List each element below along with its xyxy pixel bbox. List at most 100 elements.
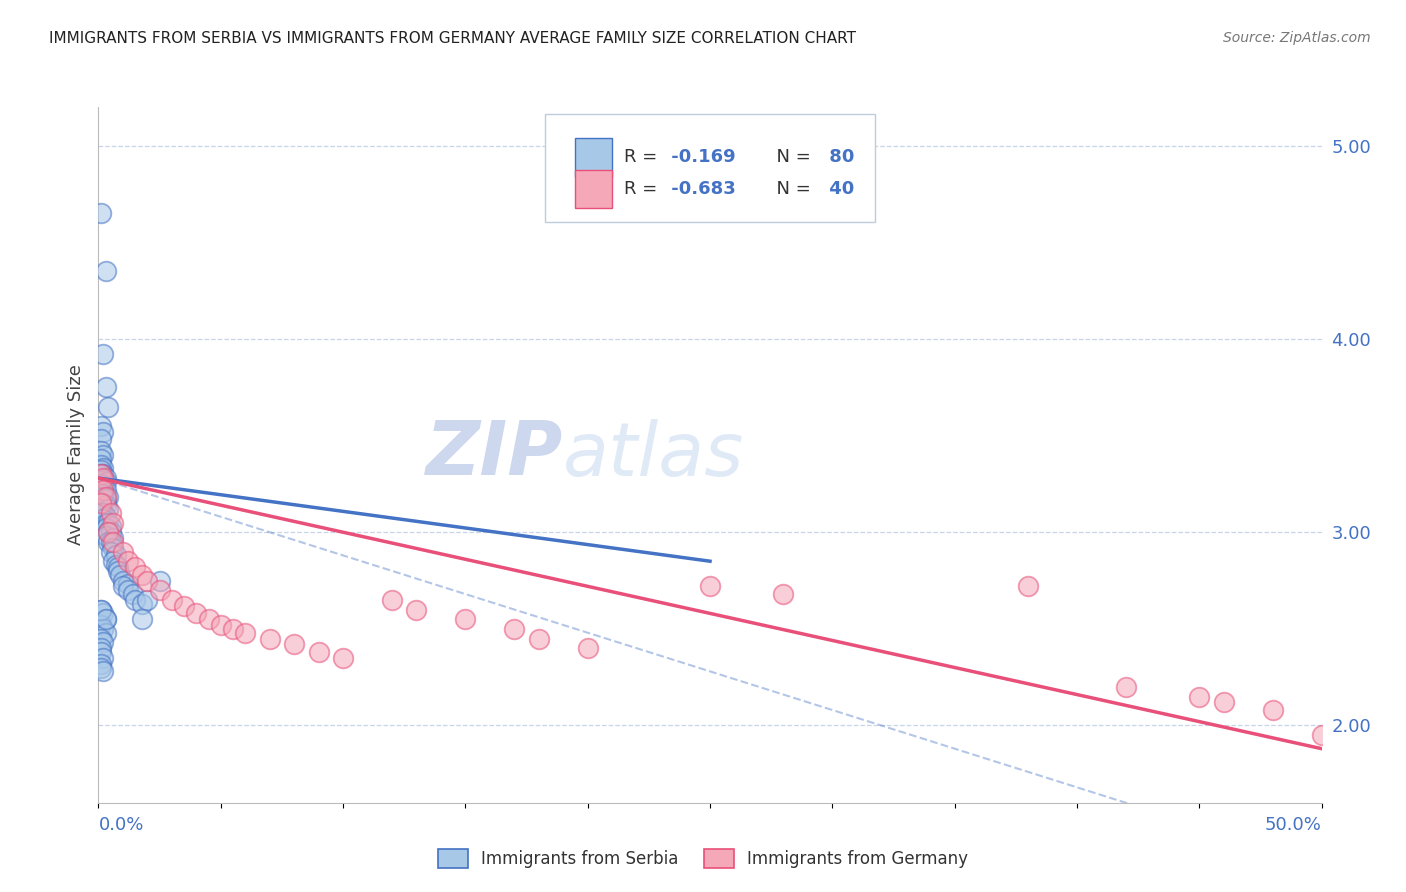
- Point: [90, 618, 112, 632]
- Text: IMMIGRANTS FROM SERBIA VS IMMIGRANTS FROM GERMANY AVERAGE FAMILY SIZE CORRELATIO: IMMIGRANTS FROM SERBIA VS IMMIGRANTS FRO…: [49, 31, 856, 46]
- Point: [90, 463, 112, 477]
- Point: [772, 587, 794, 601]
- Point: [101, 531, 124, 545]
- Point: [131, 612, 153, 626]
- Point: [91, 471, 114, 485]
- Point: [91, 483, 114, 497]
- Point: [149, 574, 172, 588]
- Point: [104, 558, 127, 573]
- Point: [90, 476, 112, 491]
- Point: [90, 632, 112, 646]
- Point: [111, 574, 134, 588]
- Point: [91, 491, 114, 505]
- Point: [124, 593, 146, 607]
- Point: [91, 635, 114, 649]
- Text: R =: R =: [624, 148, 658, 166]
- Point: [90, 467, 112, 482]
- Text: R =: R =: [624, 180, 658, 198]
- Point: [111, 544, 134, 558]
- Point: [527, 632, 550, 646]
- Point: [101, 516, 124, 530]
- Point: [97, 400, 120, 414]
- Text: N =: N =: [765, 148, 811, 166]
- Point: [91, 467, 114, 482]
- Point: [91, 486, 114, 500]
- Point: [94, 529, 117, 543]
- Point: [90, 506, 112, 520]
- Point: [100, 534, 122, 549]
- Point: [405, 602, 427, 616]
- Point: [94, 491, 117, 505]
- Point: [104, 549, 127, 563]
- Point: [91, 622, 114, 636]
- Point: [1017, 579, 1039, 593]
- Point: [1212, 695, 1234, 709]
- Point: [91, 607, 114, 621]
- Point: [90, 451, 112, 466]
- Text: 0.0%: 0.0%: [98, 816, 143, 834]
- Point: [91, 665, 114, 679]
- Point: [308, 645, 330, 659]
- Point: [1115, 680, 1137, 694]
- Point: [90, 458, 112, 472]
- Point: [332, 651, 354, 665]
- Point: [90, 433, 112, 447]
- Point: [124, 560, 146, 574]
- Point: [117, 554, 139, 568]
- Point: [90, 645, 112, 659]
- Point: [90, 483, 112, 497]
- Point: [117, 577, 139, 591]
- Point: [136, 574, 159, 588]
- Point: [90, 419, 112, 434]
- Point: [91, 506, 114, 520]
- Text: atlas: atlas: [564, 419, 745, 491]
- Point: [94, 509, 117, 524]
- Point: [94, 264, 117, 278]
- Point: [90, 602, 112, 616]
- Text: N =: N =: [765, 180, 811, 198]
- Point: [91, 347, 114, 361]
- Point: [454, 612, 477, 626]
- Point: [94, 471, 117, 485]
- Point: [283, 637, 305, 651]
- Point: [90, 660, 112, 674]
- Point: [173, 599, 195, 613]
- Y-axis label: Average Family Size: Average Family Size: [66, 365, 84, 545]
- Point: [94, 492, 117, 507]
- Point: [100, 544, 122, 558]
- Point: [97, 502, 120, 516]
- Point: [90, 657, 112, 671]
- Text: Source: ZipAtlas.com: Source: ZipAtlas.com: [1223, 31, 1371, 45]
- Point: [100, 519, 122, 533]
- Point: [381, 593, 404, 607]
- Point: [101, 541, 124, 555]
- Point: [94, 612, 117, 626]
- Point: [101, 554, 124, 568]
- Point: [1261, 703, 1284, 717]
- Point: [101, 534, 124, 549]
- Text: 50.0%: 50.0%: [1265, 816, 1322, 834]
- FancyBboxPatch shape: [575, 138, 612, 177]
- Point: [97, 491, 120, 505]
- Point: [94, 380, 117, 394]
- Point: [90, 467, 112, 482]
- Point: [91, 512, 114, 526]
- Point: [111, 579, 134, 593]
- Legend: Immigrants from Serbia, Immigrants from Germany: Immigrants from Serbia, Immigrants from …: [432, 842, 974, 875]
- Point: [97, 525, 120, 540]
- Point: [90, 641, 112, 656]
- Point: [186, 607, 208, 621]
- Text: ZIP: ZIP: [426, 418, 564, 491]
- Text: -0.169: -0.169: [665, 148, 735, 166]
- Point: [94, 516, 117, 530]
- Point: [699, 579, 721, 593]
- Text: 80: 80: [823, 148, 853, 166]
- Point: [259, 632, 281, 646]
- Point: [94, 625, 117, 640]
- Point: [117, 583, 139, 598]
- Point: [90, 444, 112, 458]
- Point: [233, 625, 256, 640]
- Point: [1310, 728, 1333, 742]
- Point: [91, 496, 114, 510]
- Point: [91, 448, 114, 462]
